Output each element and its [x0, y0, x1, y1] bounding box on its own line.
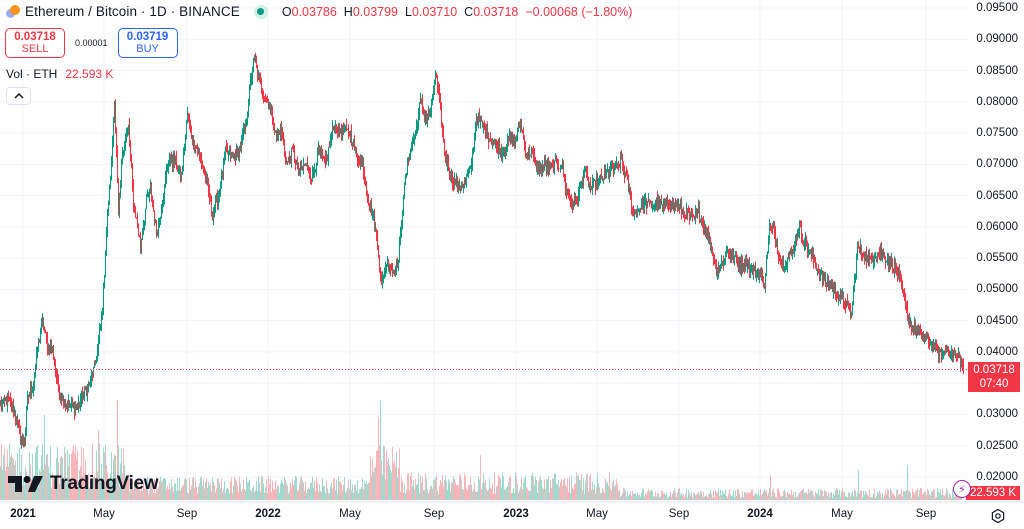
- lightning-icon[interactable]: ⚡: [953, 480, 971, 498]
- buy-button[interactable]: 0.03719 BUY: [117, 28, 178, 58]
- time-axis-label: May: [586, 508, 608, 520]
- price-axis-label: 0.06000: [976, 220, 1018, 233]
- time-axis-label: Sep: [176, 508, 198, 520]
- time-axis-label: Sep: [668, 508, 690, 520]
- high-label: H: [343, 4, 353, 19]
- tradingview-logo-icon: [8, 476, 43, 492]
- bar-countdown: 07:40: [979, 378, 1009, 390]
- chart-grid: [0, 0, 968, 502]
- tradingview-wordmark: TradingView: [50, 473, 159, 494]
- volume-bars: [0, 400, 962, 500]
- eth-btc-pair-icon: [6, 4, 20, 19]
- time-axis-label: Sep: [423, 508, 445, 520]
- ohlc-values: O0.03786 H0.03799 L0.03710 C0.03718 −0.0…: [282, 5, 633, 19]
- tradingview-logo[interactable]: TradingView: [8, 473, 159, 495]
- time-axis-label: 2024: [747, 508, 773, 520]
- price-axis-label: 0.07500: [976, 127, 1018, 140]
- symbol-title[interactable]: Ethereum / Bitcoin · 1D · BINANCE: [25, 4, 240, 19]
- price-axis-label: 0.06500: [976, 189, 1018, 202]
- price-axis-label: 0.08000: [976, 95, 1018, 108]
- gear-icon: [991, 508, 1005, 524]
- price-axis-label: 0.04500: [976, 314, 1018, 327]
- price-axis-label: 0.05500: [976, 252, 1018, 265]
- price-axis-label: 0.02500: [976, 439, 1018, 452]
- price-axis-label: 0.08500: [976, 64, 1018, 77]
- volume-legend-value: 22.593 K: [65, 67, 114, 81]
- price-axis-label: 0.09500: [976, 2, 1018, 14]
- price-axis-label: 0.09000: [976, 33, 1018, 46]
- time-axis-label: 2023: [503, 508, 529, 520]
- time-axis-label: May: [93, 508, 115, 520]
- price-axis-label: 0.07000: [976, 158, 1018, 171]
- low-label: L: [405, 4, 412, 19]
- sell-label: SELL: [21, 43, 49, 55]
- close-label: C: [464, 4, 474, 19]
- open-label: O: [281, 4, 292, 19]
- price-axis-label: 0.03000: [976, 408, 1018, 421]
- market-open-status-icon[interactable]: [253, 4, 268, 19]
- sell-price: 0.03718: [14, 31, 56, 43]
- volume-legend-label: Vol · ETH: [6, 67, 58, 81]
- volume-value-tag: 22.593 K: [966, 486, 1020, 500]
- volume-legend[interactable]: Vol · ETH 22.593 K: [6, 67, 113, 81]
- price-axis-label: 0.04000: [976, 345, 1018, 358]
- last-price-value: 0.03718: [973, 364, 1015, 376]
- close-value: 0.03718: [473, 4, 519, 19]
- last-price-tag: 0.03718 07:40: [968, 362, 1020, 392]
- sell-button[interactable]: 0.03718 SELL: [5, 28, 65, 58]
- collapse-legend-button[interactable]: [6, 87, 31, 105]
- low-value: 0.03710: [411, 4, 458, 19]
- candlesticks: [0, 52, 964, 449]
- buy-label: BUY: [136, 43, 159, 55]
- time-axis-label: Sep: [915, 508, 937, 520]
- chevron-up-icon: [13, 93, 24, 99]
- change-value: −0.00068 (−1.80%): [525, 4, 633, 19]
- time-axis-label: 2022: [255, 508, 281, 520]
- high-value: 0.03799: [352, 4, 399, 19]
- time-axis-label: May: [831, 508, 853, 520]
- time-axis-label: May: [339, 508, 361, 520]
- chart-settings-button[interactable]: [990, 508, 1006, 529]
- trade-panel: 0.03718 SELL 0.00001 0.03719 BUY: [5, 28, 178, 58]
- price-axis-label: 0.05000: [976, 283, 1018, 296]
- buy-price: 0.03719: [126, 31, 169, 43]
- time-axis-label: 2021: [10, 508, 36, 520]
- price-axis-label: 0.02000: [976, 470, 1018, 483]
- chart-legend-header: Ethereum / Bitcoin · 1D · BINANCE O0.037…: [6, 4, 632, 19]
- open-value: 0.03786: [291, 4, 337, 19]
- spread-value: 0.00001: [75, 38, 108, 48]
